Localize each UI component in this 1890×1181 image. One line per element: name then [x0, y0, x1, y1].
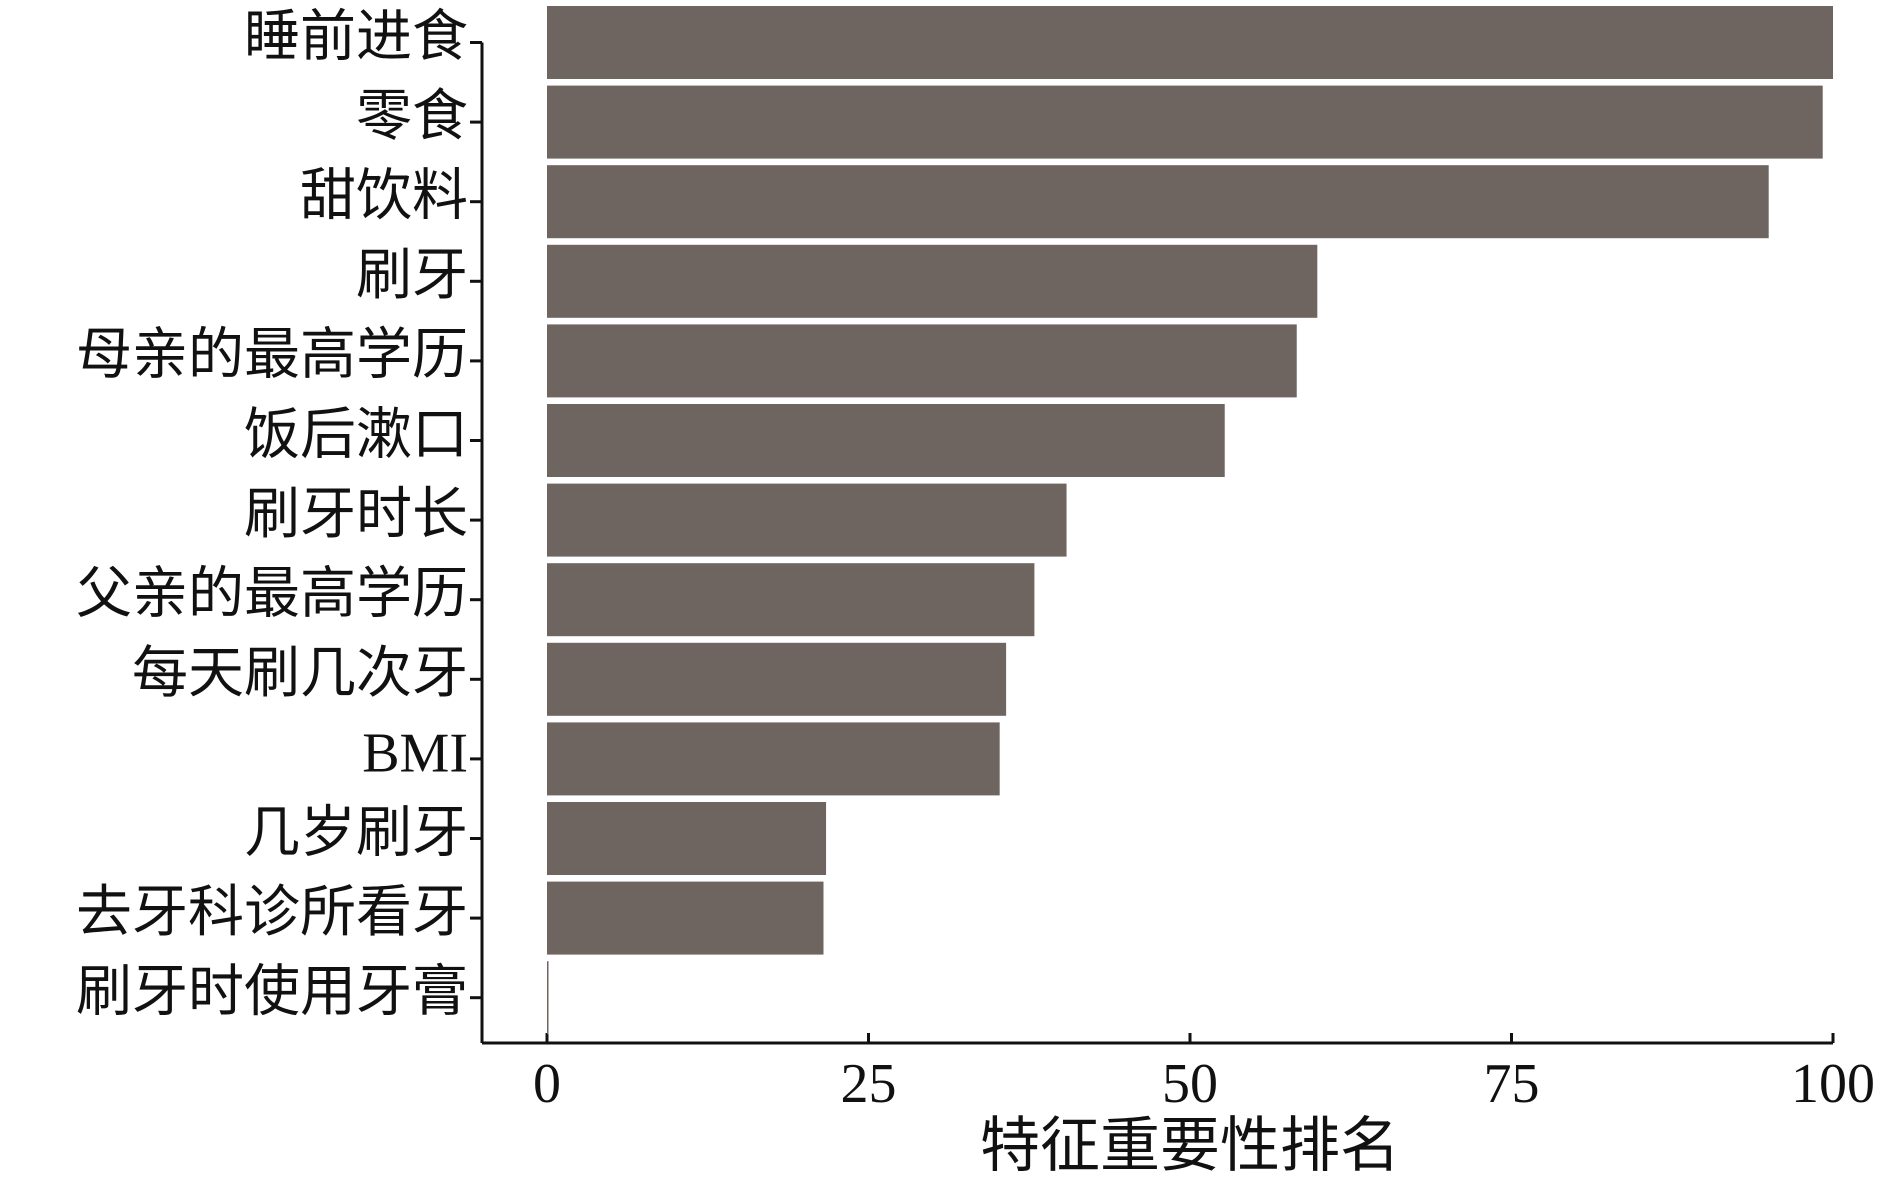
y-tick-label: 几岁刷牙	[244, 802, 468, 864]
y-tick-label: 刷牙时长	[244, 484, 468, 546]
y-tick-label: 刷牙	[356, 245, 468, 307]
bar	[547, 324, 1297, 398]
x-tick-label: 50	[1162, 1053, 1218, 1115]
y-tick-label: BMI	[362, 723, 468, 785]
y-tick-label: 父亲的最高学历	[76, 564, 468, 626]
y-tick-label: 母亲的最高学历	[76, 325, 468, 387]
bar	[547, 165, 1769, 239]
x-tick-label: 75	[1484, 1053, 1540, 1115]
y-tick-label: 甜饮料	[300, 166, 468, 228]
y-tick-label: 饭后漱口	[244, 404, 468, 466]
y-tick-label: 刷牙时使用牙膏	[76, 962, 468, 1024]
bar	[547, 85, 1823, 159]
y-tick-label: 每天刷几次牙	[132, 643, 468, 705]
bar	[547, 483, 1067, 557]
bar	[547, 563, 1035, 637]
y-tick-label: 去牙科诊所看牙	[76, 882, 468, 944]
x-axis-title: 特征重要性排名	[980, 1113, 1400, 1179]
bar	[547, 722, 1000, 796]
x-tick-label: 0	[533, 1053, 561, 1115]
bar	[547, 244, 1318, 318]
bar	[547, 404, 1225, 477]
x-tick-label: 25	[841, 1053, 897, 1115]
y-tick-label: 零食	[356, 86, 468, 148]
y-tick-label: 睡前进食	[244, 6, 468, 68]
bar	[547, 881, 824, 955]
bar	[547, 802, 827, 875]
x-tick-label: 100	[1791, 1053, 1875, 1115]
bar	[547, 6, 1833, 79]
bar	[547, 961, 549, 1035]
bar	[547, 642, 1007, 716]
